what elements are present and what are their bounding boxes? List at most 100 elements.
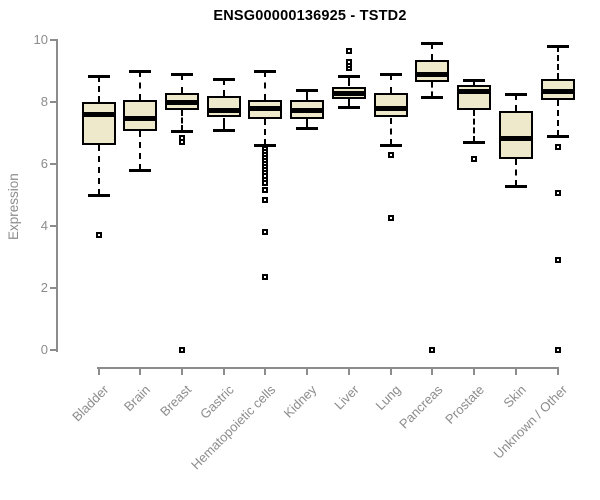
whisker-upper-prostate — [473, 80, 476, 85]
outlier-point-hematopoietic-cells — [262, 187, 269, 194]
whisker-lower-pancreas — [431, 81, 434, 98]
whisker-cap-lower-breast — [170, 130, 193, 134]
whisker-cap-lower-kidney — [296, 127, 319, 131]
x-tick — [347, 369, 350, 375]
outlier-point-unknown-other — [554, 347, 561, 353]
whisker-lower-unknown-other — [556, 100, 559, 137]
x-axis-line — [97, 367, 559, 369]
outlier-point-liver — [345, 47, 352, 54]
y-tick-label-8: 8 — [40, 94, 48, 109]
y-tick-label-10: 10 — [33, 32, 48, 47]
outlier-point-hematopoietic-cells — [262, 179, 269, 186]
x-tick — [389, 369, 392, 375]
median-unknown-other — [540, 89, 575, 95]
y-tick — [50, 349, 57, 351]
x-tick-label-pancreas: Pancreas — [395, 382, 446, 432]
whisker-cap-lower-skin — [504, 184, 527, 188]
whisker-lower-liver — [347, 98, 350, 107]
median-hematopoietic-cells — [248, 106, 283, 112]
outlier-point-pancreas — [429, 347, 436, 353]
median-liver — [331, 90, 366, 96]
median-gastric — [206, 107, 241, 113]
x-tick — [222, 369, 225, 375]
outlier-point-breast — [178, 139, 185, 146]
x-tick-label-lung: Lung — [372, 382, 404, 414]
x-tick — [139, 369, 142, 375]
whisker-cap-upper-hematopoietic-cells — [254, 70, 277, 73]
box-bladder — [81, 102, 116, 146]
x-tick-label-skin: Skin — [500, 382, 529, 411]
whisker-upper-hematopoietic-cells — [264, 71, 267, 101]
x-tick — [514, 369, 517, 375]
whisker-cap-upper-gastric — [212, 77, 235, 81]
whisker-cap-upper-liver — [337, 74, 360, 78]
whisker-lower-skin — [514, 159, 517, 186]
whisker-cap-lower-unknown-other — [546, 135, 569, 139]
whisker-cap-lower-brain — [129, 169, 152, 173]
outlier-point-unknown-other — [554, 190, 561, 197]
whisker-lower-gastric — [222, 117, 225, 130]
outlier-point-unknown-other — [554, 257, 561, 264]
whisker-cap-upper-unknown-other — [546, 45, 569, 49]
whisker-upper-gastric — [222, 78, 225, 96]
outlier-point-breast — [178, 347, 185, 353]
x-tick — [97, 369, 100, 375]
outlier-point-unknown-other — [554, 143, 561, 150]
whisker-lower-kidney — [306, 119, 309, 129]
outlier-point-hematopoietic-cells — [262, 229, 269, 236]
whisker-upper-bladder — [97, 75, 100, 102]
whisker-cap-lower-lung — [379, 144, 402, 148]
box-gastric — [206, 95, 241, 118]
whisker-cap-upper-bladder — [87, 74, 110, 78]
median-lung — [373, 106, 408, 112]
whisker-cap-upper-kidney — [296, 88, 319, 92]
whisker-cap-lower-bladder — [87, 194, 110, 197]
y-tick-label-2: 2 — [40, 280, 48, 295]
median-prostate — [457, 89, 492, 95]
whisker-cap-lower-liver — [337, 105, 360, 109]
whisker-cap-lower-prostate — [463, 141, 486, 145]
whisker-cap-upper-brain — [129, 70, 152, 73]
whisker-upper-pancreas — [431, 43, 434, 61]
median-skin — [498, 135, 533, 141]
box-pancreas — [415, 60, 450, 82]
whisker-cap-upper-breast — [170, 73, 193, 77]
x-tick-label-breast: Breast — [157, 382, 195, 420]
whisker-upper-unknown-other — [556, 46, 559, 79]
whisker-cap-upper-skin — [504, 93, 527, 97]
whisker-lower-prostate — [473, 109, 476, 143]
whisker-upper-skin — [514, 94, 517, 112]
outlier-point-prostate — [471, 156, 478, 163]
outlier-point-hematopoietic-cells — [262, 274, 269, 281]
outlier-point-hematopoietic-cells — [262, 196, 269, 203]
median-breast — [164, 100, 199, 105]
outlier-point-lung — [387, 151, 394, 158]
x-tick-label-bladder: Bladder — [68, 382, 112, 425]
whisker-lower-lung — [389, 117, 392, 146]
whisker-upper-kidney — [306, 89, 309, 101]
whisker-lower-hematopoietic-cells — [264, 119, 267, 146]
whisker-cap-lower-pancreas — [421, 96, 444, 100]
box-lung — [373, 92, 408, 118]
x-tick — [264, 369, 267, 375]
median-kidney — [290, 107, 325, 113]
chart-title: ENSG00000136925 - TSTD2 — [213, 8, 407, 24]
whisker-cap-upper-lung — [379, 73, 402, 77]
box-skin — [498, 111, 533, 160]
x-tick — [556, 369, 559, 375]
x-tick-label-prostate: Prostate — [441, 382, 487, 427]
whisker-lower-breast — [180, 109, 183, 132]
whisker-lower-brain — [139, 131, 142, 171]
median-pancreas — [415, 72, 450, 78]
x-tick-label-brain: Brain — [120, 382, 153, 415]
median-bladder — [81, 112, 116, 118]
whisker-upper-lung — [389, 74, 392, 93]
y-tick — [50, 225, 57, 227]
x-tick — [431, 369, 434, 375]
y-tick — [50, 101, 57, 103]
x-tick — [473, 369, 476, 375]
outlier-point-bladder — [95, 232, 102, 239]
whisker-lower-bladder — [97, 145, 100, 195]
y-tick-label-6: 6 — [40, 156, 48, 171]
